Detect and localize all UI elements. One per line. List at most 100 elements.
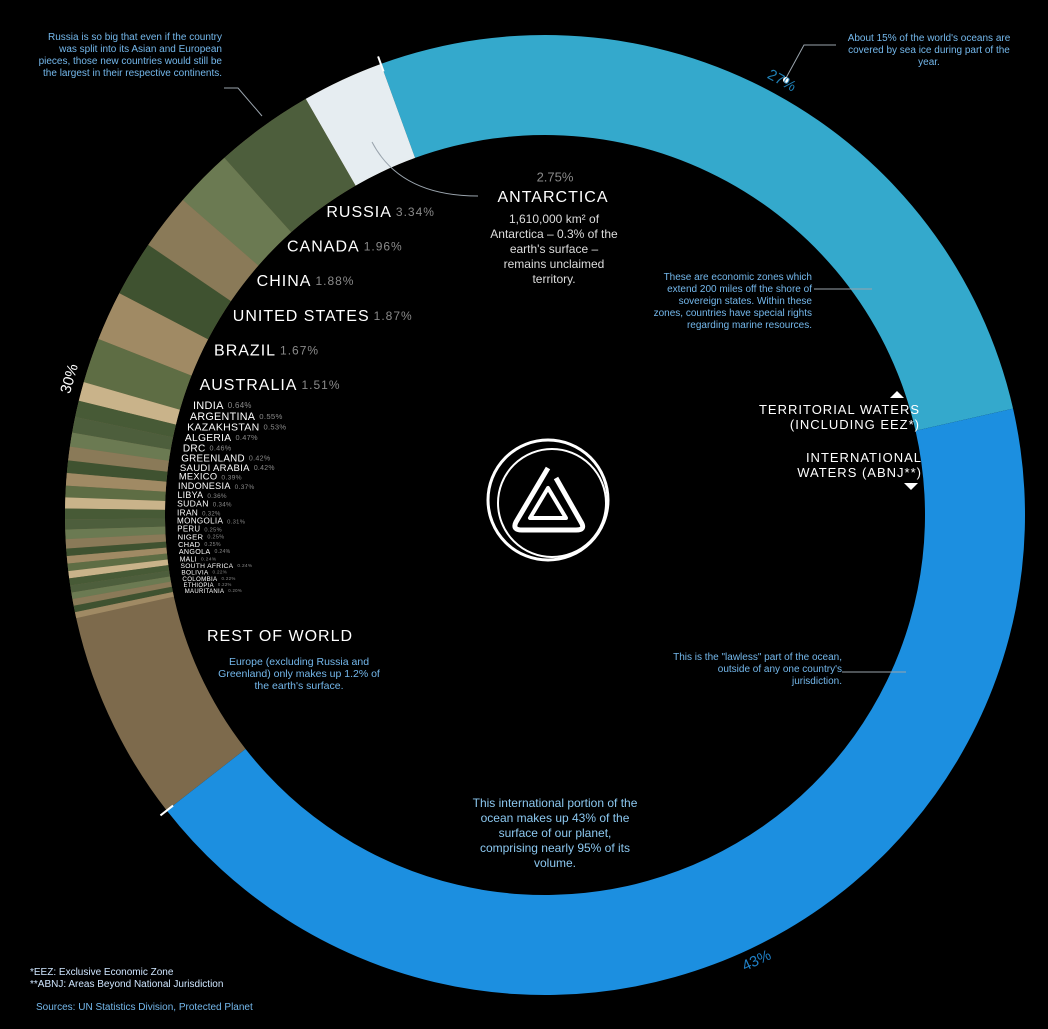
footnote: **ABNJ: Areas Beyond National Jurisdicti… [30,979,224,990]
connector-dot [783,77,789,83]
rest-of-world-label: REST OF WORLD [207,628,354,645]
country-segment [65,518,166,530]
country-label: SUDAN 0.34% [177,499,232,509]
country-label: ALGERIA 0.47% [185,433,258,444]
country-value: 0.25% [204,542,221,548]
country-value: 0.22% [213,570,228,575]
country-value: 0.42% [249,455,271,462]
country-value: 1.87% [374,309,413,323]
country-name: ETHIOPIA [184,583,214,589]
country-value: 0.25% [207,535,224,541]
country-name: LIBYA [177,490,203,500]
country-name: DRC [183,443,206,454]
country-segment [68,446,169,472]
country-name: INDONESIA [178,481,231,491]
country-value: 0.22% [218,582,232,587]
country-segment [65,508,166,520]
country-segment [66,541,167,557]
country-segment [66,547,167,564]
country-label: DRC 0.46% [183,443,232,454]
country-name: CANADA [287,239,360,256]
country-value: 0.39% [221,474,242,481]
country-label: PERU 0.25% [177,525,222,534]
country-name: MAURITANIA [185,589,225,595]
ring-label: 30% [57,362,82,396]
country-name: SOUTH AFRICA [180,563,233,570]
connector [785,44,836,79]
country-value: 0.55% [259,412,282,421]
country-segment [148,199,259,302]
country-label: RUSSIA 3.34% [326,204,435,221]
ring-segment [380,34,1014,431]
antarctica-name: ANTARCTICA [497,189,608,206]
logo-mark [528,486,568,520]
country-label: MONGOLIA 0.31% [177,517,245,526]
country-name: RUSSIA [326,204,392,221]
country-segment [73,586,173,613]
country-label: MEXICO 0.39% [179,472,242,482]
country-name: ARGENTINA [190,411,256,423]
country-value: 1.88% [315,274,354,288]
country-value: 0.37% [235,484,255,491]
country-name: NIGER [178,532,204,541]
country-label: ANGOLA 0.24% [179,548,231,556]
country-label: GREENLAND 0.42% [181,453,271,464]
eez-note: These are economic zones which extend 20… [653,272,812,331]
country-label: ETHIOPIA 0.22% [184,582,232,588]
arrow-up [890,391,904,398]
country-value: 0.34% [213,501,232,508]
antarctica-note: 1,610,000 km² of Antarctica – 0.3% of th… [490,212,618,286]
country-segment [75,400,176,438]
country-name: MONGOLIA [177,517,223,526]
country-name: KAZAKHSTAN [187,421,259,433]
ring [64,34,1026,996]
footnote: *EEZ: Exclusive Economic Zone [30,967,174,978]
territorial-label: TERRITORIAL WATERS (INCLUDING EEZ*) [758,402,920,432]
country-name: IRAN [177,507,198,517]
country-label: UNITED STATES 1.87% [233,308,413,325]
country-segment [119,244,231,340]
country-label: AUSTRALIA 1.51% [200,377,341,394]
country-segment [69,565,170,586]
logo-ring [497,448,607,558]
country-name: CHAD [178,540,200,549]
country-label: KAZAKHSTAN 0.53% [187,421,286,433]
country-segment [65,472,167,492]
country-segment [67,553,168,572]
country-value: 0.42% [254,465,275,472]
europe-note: Europe (excluding Russia and Greenland) … [218,656,380,692]
country-value: 0.31% [227,519,245,525]
country-segment [224,98,356,233]
country-label: SAUDI ARABIA 0.42% [180,463,275,474]
country-label: BRAZIL 1.67% [214,343,319,360]
country-value: 0.24% [201,557,217,563]
country-segment [74,591,174,619]
country-name: SUDAN [177,499,209,509]
country-name: COLOMBIA [182,576,218,583]
connectors [224,44,906,673]
country-segment [66,460,168,482]
antarctica-value: 2.75% [537,169,574,184]
russia-note: Russia is so big that even if the countr… [38,32,222,79]
country-label: LIBYA 0.36% [177,490,226,500]
country-segment [65,497,166,510]
country-label: CHINA 1.88% [257,273,355,290]
logo [486,438,610,562]
country-label: NIGER 0.25% [178,532,225,541]
country-segment [65,534,166,549]
country-name: SAUDI ARABIA [180,463,250,474]
country-segment [98,293,208,376]
country-label: INDIA 0.64% [193,400,252,412]
country-value: 1.96% [364,240,403,254]
country-label: MAURITANIA 0.20% [185,588,242,594]
source: Sources: UN Statistics Division, Protect… [36,1002,253,1013]
country-label: INDONESIA 0.37% [178,481,255,491]
connector [371,141,479,197]
ring-segment [166,408,1026,996]
country-value: 0.22% [222,576,236,581]
country-label: CHAD 0.25% [178,540,221,549]
country-name: BRAZIL [214,343,276,360]
logo-ring [486,438,610,562]
